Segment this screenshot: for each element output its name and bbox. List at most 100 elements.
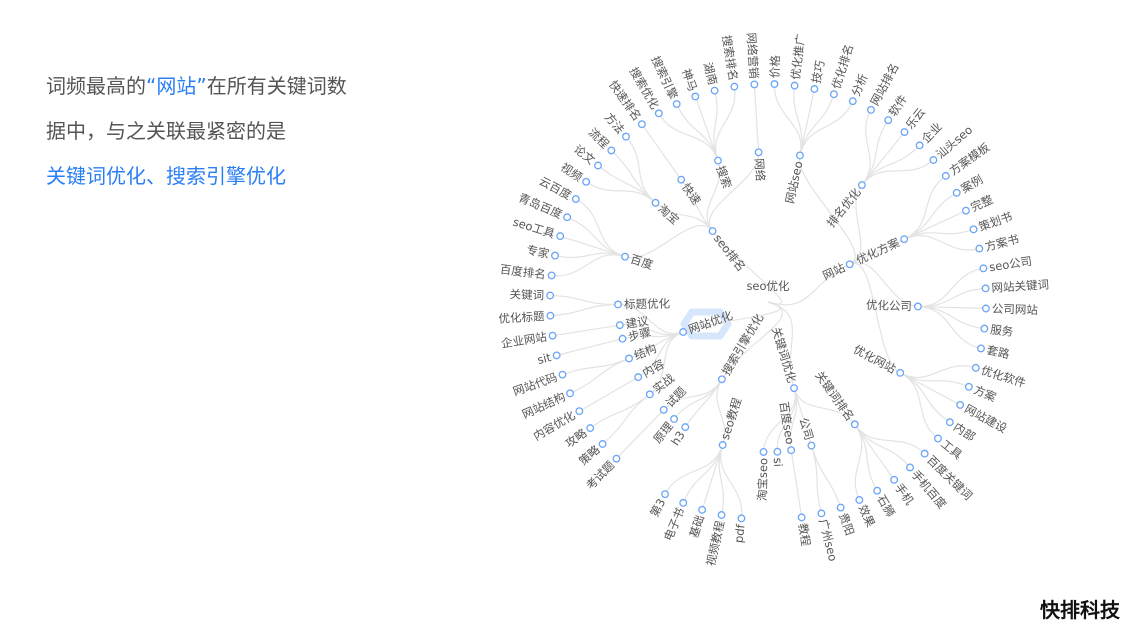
leaf-node[interactable]: 分析 xyxy=(849,72,871,106)
node-dot[interactable] xyxy=(857,181,866,189)
node-dot[interactable] xyxy=(795,151,804,160)
node-dot[interactable] xyxy=(615,321,624,330)
node-dot[interactable] xyxy=(956,400,965,409)
node-dot[interactable] xyxy=(730,82,739,91)
node-dot[interactable] xyxy=(621,252,629,261)
node-dot[interactable] xyxy=(962,206,970,215)
node-dot[interactable] xyxy=(945,418,954,427)
node-dot[interactable] xyxy=(598,440,607,448)
node-dot[interactable] xyxy=(981,284,990,293)
node-dot[interactable] xyxy=(661,490,670,499)
leaf-node[interactable]: 网络营销 xyxy=(744,32,761,89)
node-dot[interactable] xyxy=(618,334,627,343)
node-dot[interactable] xyxy=(558,370,567,379)
leaf-node[interactable]: 视频教程 xyxy=(704,511,728,568)
node-dot[interactable] xyxy=(546,291,555,300)
node-dot[interactable] xyxy=(645,390,654,399)
node-dot[interactable] xyxy=(575,407,584,416)
leaf-node[interactable]: 方案 xyxy=(964,382,999,405)
leaf-node[interactable]: 专家 xyxy=(525,243,559,262)
leaf-node[interactable]: 公司网站 xyxy=(981,302,1039,317)
leaf-node[interactable]: 广州seo xyxy=(816,509,840,563)
node-dot[interactable] xyxy=(790,384,798,393)
leaf-node[interactable]: 湖南 xyxy=(701,61,720,95)
node-dot[interactable] xyxy=(634,373,643,382)
node-dot[interactable] xyxy=(810,85,819,93)
branch-node[interactable]: 步骤 xyxy=(618,325,652,344)
leaf-node[interactable]: 优化标题 xyxy=(498,309,555,326)
branch-node[interactable]: 网络 xyxy=(752,148,767,182)
leaf-node[interactable]: 企业网站 xyxy=(500,330,557,351)
branch-node[interactable]: 搜索 xyxy=(713,156,734,190)
node-dot[interactable] xyxy=(952,188,961,197)
node-dot[interactable] xyxy=(547,271,556,280)
branch-node[interactable]: 优化网站 xyxy=(851,342,905,377)
node-dot[interactable] xyxy=(594,161,602,170)
leaf-node[interactable]: 技巧 xyxy=(809,59,828,93)
leaf-node[interactable]: 贵阳 xyxy=(836,503,857,537)
node-dot[interactable] xyxy=(817,509,826,518)
node-dot[interactable] xyxy=(691,92,700,101)
leaf-node[interactable]: 服务 xyxy=(980,322,1015,339)
node-dot[interactable] xyxy=(552,351,561,360)
leaf-node[interactable]: 优化推广 xyxy=(788,33,808,90)
node-dot[interactable] xyxy=(787,446,796,455)
node-dot[interactable] xyxy=(836,503,845,512)
node-dot[interactable] xyxy=(900,235,909,244)
branch-node[interactable]: 标题优化 xyxy=(614,297,671,312)
node-dot[interactable] xyxy=(829,90,838,99)
leaf-node[interactable]: 百度排名 xyxy=(499,262,556,282)
node-dot[interactable] xyxy=(672,100,681,108)
branch-node[interactable]: 百度seo xyxy=(777,401,797,455)
leaf-node[interactable]: pdf xyxy=(731,514,748,544)
leaf-node[interactable]: 淘宝seo xyxy=(755,447,770,502)
branch-node[interactable]: 关键词排名 xyxy=(812,368,859,429)
node-dot[interactable] xyxy=(717,375,726,384)
node-dot[interactable] xyxy=(920,449,929,458)
node-dot[interactable] xyxy=(546,311,555,320)
leaf-node[interactable]: 石狮 xyxy=(873,486,898,519)
node-dot[interactable] xyxy=(659,405,668,414)
node-dot[interactable] xyxy=(964,382,973,391)
node-dot[interactable] xyxy=(750,80,759,89)
branch-node[interactable]: 建议 xyxy=(615,314,650,331)
node-dot[interactable] xyxy=(981,304,990,313)
leaf-node[interactable]: si xyxy=(771,447,786,467)
node-dot[interactable] xyxy=(710,86,719,95)
leaf-node[interactable]: 搜索排名 xyxy=(719,34,740,91)
leaf-node[interactable]: 方案书 xyxy=(975,232,1020,254)
node-dot[interactable] xyxy=(896,368,905,377)
node-dot[interactable] xyxy=(850,420,859,429)
node-dot[interactable] xyxy=(759,447,768,456)
node-dot[interactable] xyxy=(980,324,989,333)
node-dot[interactable] xyxy=(913,302,922,311)
branch-node[interactable]: 百度 xyxy=(621,252,656,272)
node-dot[interactable] xyxy=(884,116,893,125)
node-dot[interactable] xyxy=(679,328,688,336)
branch-node[interactable]: 网站 xyxy=(820,260,854,283)
node-dot[interactable] xyxy=(754,148,763,157)
node-dot[interactable] xyxy=(708,227,717,236)
node-dot[interactable] xyxy=(677,175,686,184)
branch-node[interactable]: 淘宝 xyxy=(651,198,682,227)
node-dot[interactable] xyxy=(622,132,630,141)
leaf-node[interactable]: 教程 xyxy=(796,513,813,548)
leaf-node[interactable]: 基础 xyxy=(687,505,707,540)
node-dot[interactable] xyxy=(714,156,722,165)
node-dot[interactable] xyxy=(556,232,565,241)
leaf-node[interactable]: 案例 xyxy=(952,172,985,197)
node-dot[interactable] xyxy=(873,486,882,495)
node-dot[interactable] xyxy=(607,146,616,155)
leaf-node[interactable]: sit xyxy=(536,350,561,367)
node-dot[interactable] xyxy=(971,363,980,372)
branch-node[interactable]: 公司 xyxy=(796,416,816,450)
node-dot[interactable] xyxy=(770,80,779,89)
branch-node[interactable]: 优化方案 xyxy=(854,235,909,267)
node-dot[interactable] xyxy=(571,195,580,204)
node-dot[interactable] xyxy=(698,505,707,514)
root-node[interactable]: seo优化 xyxy=(746,279,790,293)
node-dot[interactable] xyxy=(866,105,875,114)
node-dot[interactable] xyxy=(612,454,621,463)
node-dot[interactable] xyxy=(979,264,988,273)
node-dot[interactable] xyxy=(717,511,726,519)
